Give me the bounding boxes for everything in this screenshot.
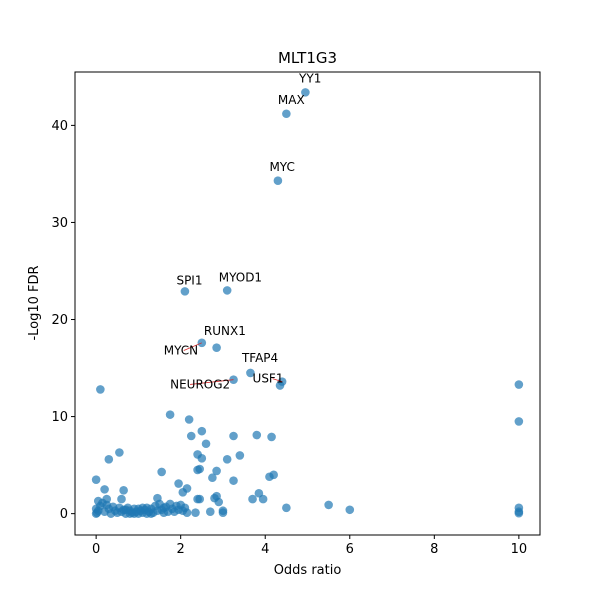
y-tick-label: 40 <box>51 119 68 134</box>
data-point <box>222 286 232 295</box>
y-tick-label: 0 <box>60 507 68 522</box>
plot-area <box>74 71 541 536</box>
data-point <box>184 415 194 424</box>
annotation-label: MAX <box>278 93 305 107</box>
data-point <box>201 439 211 449</box>
data-point <box>100 485 109 494</box>
data-point <box>193 494 202 504</box>
x-axis: 0 2 4 6 8 10 <box>92 535 527 557</box>
data-point <box>246 368 255 378</box>
y-axis: 0 10 20 30 40 <box>51 119 75 522</box>
data-point <box>159 503 169 513</box>
x-tick-label: 10 <box>511 542 528 557</box>
data-point <box>96 385 105 394</box>
data-point <box>514 417 524 426</box>
data-point <box>301 88 310 97</box>
x-tick-label: 6 <box>346 542 354 557</box>
x-tick-label: 4 <box>261 542 269 557</box>
annotations: YY1 MAX MYC MYOD1 SPI1 RUNX1 MYCN TFAP4 NEUROG2 U… <box>164 72 322 392</box>
data-point <box>197 426 207 436</box>
data-point <box>252 430 262 440</box>
data-point <box>138 503 147 513</box>
data-point <box>248 494 257 504</box>
data-point <box>282 109 291 119</box>
x-tick-label: 0 <box>92 542 100 557</box>
chart-title: MLT1G3 <box>278 49 337 67</box>
x-tick-label: 8 <box>430 542 438 557</box>
data-point <box>345 505 355 515</box>
data-point <box>212 343 221 352</box>
annotation-label: MYC <box>269 160 294 174</box>
annotation-label: NEUROG2 <box>170 377 230 391</box>
data-point <box>121 505 131 515</box>
data-point <box>104 454 114 464</box>
data-point <box>229 431 238 441</box>
data-point <box>208 473 217 483</box>
data-point <box>258 494 268 504</box>
data-point <box>275 381 285 390</box>
x-axis-label: Odds ratio <box>274 563 342 578</box>
data-point <box>129 509 139 518</box>
x-tick-label: 2 <box>177 542 185 557</box>
annotation-line <box>190 379 234 385</box>
annotation-label: MYCN <box>164 343 198 357</box>
data-point <box>117 494 126 504</box>
annotation-label: SPI1 <box>176 274 202 288</box>
data-point <box>197 454 207 463</box>
annotation-label: YY1 <box>298 72 321 86</box>
annotation-line <box>183 342 202 351</box>
data-point <box>115 448 124 457</box>
data-point <box>222 454 232 464</box>
data-points <box>91 88 524 518</box>
data-point <box>212 466 221 476</box>
data-point <box>91 475 101 484</box>
data-point <box>514 380 524 389</box>
annotation-label: MYOD1 <box>219 271 262 285</box>
annotation-label: USF1 <box>253 372 284 386</box>
y-tick-label: 10 <box>51 410 68 425</box>
data-point <box>214 497 224 507</box>
y-axis-label: -Log10 FDR <box>27 265 42 340</box>
data-point <box>514 508 524 518</box>
data-point <box>229 476 238 485</box>
data-point <box>174 479 183 488</box>
data-point <box>186 431 196 441</box>
data-point <box>191 508 200 517</box>
data-point <box>165 410 175 419</box>
y-tick-label: 30 <box>51 216 68 231</box>
data-point <box>282 503 291 513</box>
data-point <box>235 451 245 460</box>
data-point <box>265 472 274 482</box>
data-point <box>267 432 276 442</box>
y-tick-label: 20 <box>51 313 68 328</box>
data-point <box>273 176 283 186</box>
data-point <box>205 507 215 517</box>
annotation-label: TFAP4 <box>241 351 278 365</box>
data-point <box>119 486 128 495</box>
data-point <box>182 508 192 517</box>
data-point <box>193 465 202 475</box>
data-point <box>178 487 188 497</box>
data-point <box>218 508 228 517</box>
data-point <box>324 500 333 510</box>
annotation-line <box>272 378 283 383</box>
data-point <box>157 467 166 477</box>
data-point <box>180 287 190 296</box>
annotation-label: RUNX1 <box>204 324 246 338</box>
